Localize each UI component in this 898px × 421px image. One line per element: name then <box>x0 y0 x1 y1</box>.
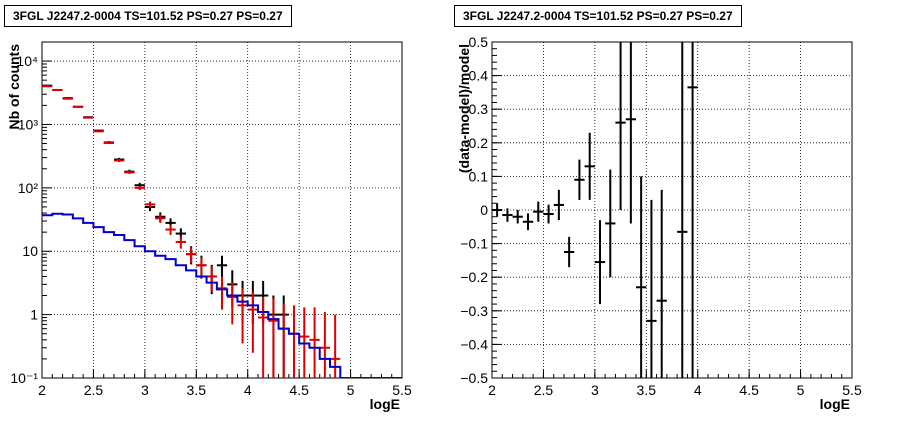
model-point <box>124 170 135 175</box>
y-tick-label: 10² <box>18 180 39 196</box>
model-point <box>227 282 238 325</box>
model-point <box>206 266 217 292</box>
model-point <box>186 247 197 264</box>
y-tick-label: 0.5 <box>469 34 489 50</box>
y-tick-label: 0.4 <box>469 68 489 84</box>
model-point <box>216 276 228 310</box>
x-tick-label: 4.5 <box>289 382 309 398</box>
model-point <box>175 236 186 249</box>
y-tick-label: 10 <box>22 243 38 259</box>
x-tick-label: 3 <box>591 382 599 398</box>
model-point <box>62 97 73 100</box>
y-tick-label: 1 <box>30 307 38 323</box>
plot-frame <box>41 41 403 379</box>
residual-point <box>543 204 554 224</box>
x-tick-label: 5 <box>347 382 355 398</box>
model-point <box>103 141 114 145</box>
model-point <box>42 85 53 88</box>
counts-panel: 2 2.5 3 3.5 4 4.5 5 5.5 10⁻¹ 1 10 10² 10³ 10⁴ logE Nb o… <box>6 41 412 412</box>
x-tick-label: 2.5 <box>84 382 104 398</box>
y-tick-label: 10⁴ <box>16 53 38 69</box>
series-layer <box>42 84 402 378</box>
y-tick-label: −0.4 <box>460 336 488 352</box>
y-tick-label: 10³ <box>18 116 39 132</box>
model-point <box>114 159 125 163</box>
y-tick-label: 0.1 <box>469 168 489 184</box>
x-axis-label: logE <box>370 396 400 412</box>
residual-point <box>584 132 595 200</box>
residual-point <box>522 213 534 231</box>
chart-title-right: 3FGL J2247.2-0004 TS=101.52 PS=0.27 PS=0… <box>454 5 742 27</box>
residual-point <box>553 189 564 221</box>
x-tick-label: 5.5 <box>842 382 862 398</box>
model-point <box>134 185 145 191</box>
residual-point <box>625 42 636 224</box>
model-point <box>247 291 258 353</box>
residual-point <box>646 199 657 378</box>
residual-point <box>605 169 616 278</box>
x-tick-label: 4.5 <box>739 382 759 398</box>
residual-point <box>512 210 523 224</box>
y-axis-label: (data-model)/model <box>456 44 472 173</box>
x-tick-label: 4 <box>244 382 252 398</box>
model-point <box>52 88 63 91</box>
residual-point <box>564 236 575 268</box>
model-point <box>196 257 207 277</box>
y-tick-label: 10⁻¹ <box>10 370 38 386</box>
chart-title-left: 3FGL J2247.2-0004 TS=101.52 PS=0.27 PS=0… <box>4 5 292 27</box>
data-point <box>216 255 228 279</box>
residual-point <box>502 208 513 222</box>
model-point <box>319 311 330 378</box>
x-tick-label: 3.5 <box>187 382 207 398</box>
y-tick-label: −0.5 <box>460 370 488 386</box>
model-point <box>258 296 269 378</box>
model-point <box>237 288 248 344</box>
x-tick-label: 5.5 <box>392 382 412 398</box>
y-tick-label: −0.3 <box>460 303 488 319</box>
residual-point <box>656 189 667 378</box>
model-point <box>144 201 156 208</box>
residual-point <box>574 159 585 200</box>
residual-point <box>687 42 698 378</box>
residual-point <box>677 42 688 378</box>
model-point <box>165 224 176 236</box>
y-tick-label: −0.2 <box>460 269 488 285</box>
y-tick-label: 0.2 <box>469 135 489 151</box>
y-tick-label: −0.1 <box>460 236 488 252</box>
model-histogram-line <box>42 212 402 378</box>
model-point <box>93 130 104 133</box>
series-layer <box>492 42 698 378</box>
x-tick-label: 3 <box>141 382 149 398</box>
x-tick-label: 2.5 <box>534 382 554 398</box>
model-point <box>155 214 166 223</box>
model-point <box>309 307 320 378</box>
residuals-panel: 2 2.5 3 3.5 4 4.5 5 5.5 −0.5 −0.4 −0.3 −0.2 −0.1 0 0.1… <box>456 34 862 412</box>
x-tick-label: 3.5 <box>637 382 657 398</box>
residual-point <box>533 201 544 222</box>
x-tick-label: 2 <box>488 382 496 398</box>
y-tick-label: 0.3 <box>469 101 489 117</box>
x-axis-label: logE <box>820 396 850 412</box>
model-point <box>268 298 279 378</box>
y-axis-label: Nb of counts <box>6 44 22 130</box>
y-tick-label: 0 <box>480 202 488 218</box>
model-point <box>83 116 94 119</box>
residual-point <box>492 203 503 217</box>
residual-point <box>636 176 647 378</box>
x-tick-label: 4 <box>694 382 702 398</box>
residual-point <box>594 220 606 305</box>
x-tick-label: 5 <box>797 382 805 398</box>
residual-point <box>615 42 626 210</box>
model-point <box>72 105 84 108</box>
x-tick-label: 2 <box>38 382 46 398</box>
